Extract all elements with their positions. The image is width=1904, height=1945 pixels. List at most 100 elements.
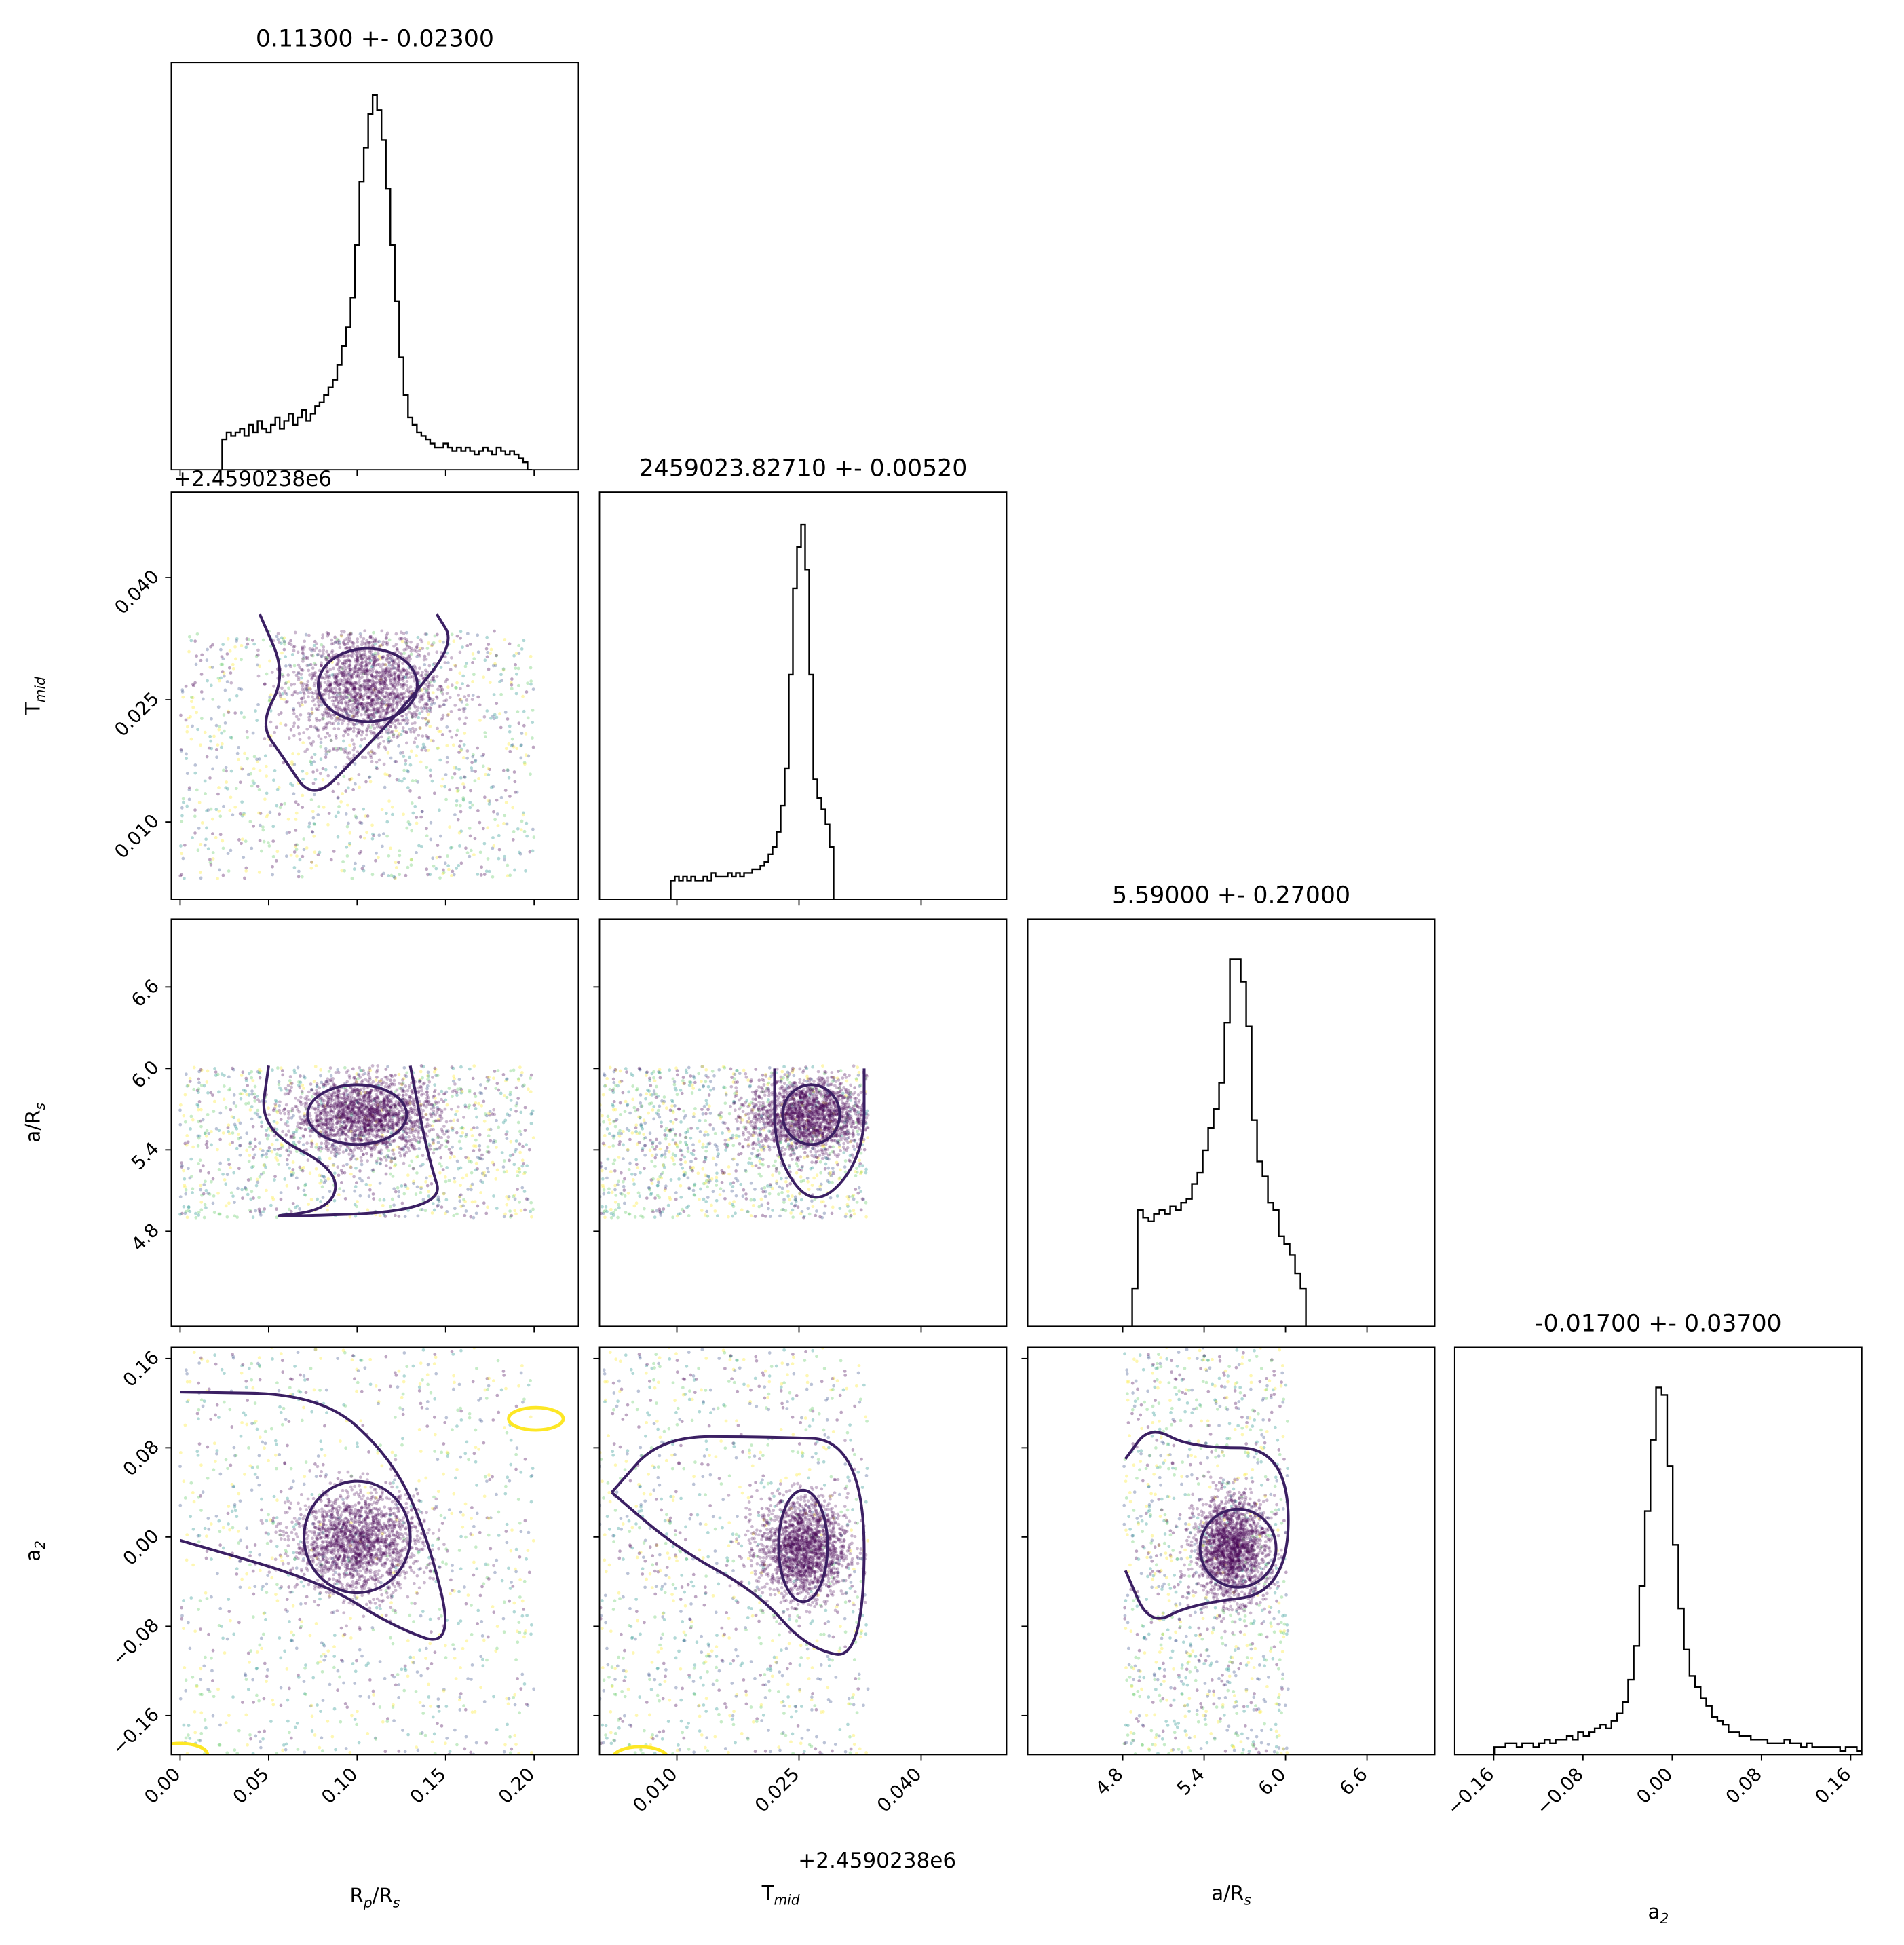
sample-point	[341, 1103, 344, 1107]
sample-point	[291, 752, 295, 755]
sample-point	[347, 1117, 350, 1120]
sample-point	[345, 1123, 349, 1127]
sample-point	[450, 683, 454, 687]
sample-point	[423, 687, 427, 690]
sample-point	[355, 698, 359, 702]
sample-point	[425, 723, 428, 727]
sample-point	[212, 1211, 216, 1214]
sample-point	[315, 646, 318, 650]
sample-point	[455, 1110, 459, 1113]
sample-point	[411, 713, 415, 716]
sample-point	[396, 700, 399, 704]
sample-point	[349, 683, 353, 687]
sample-point	[360, 656, 364, 660]
sample-point	[325, 669, 329, 673]
sample-point	[487, 869, 491, 873]
sample-point	[387, 1119, 392, 1123]
sample-point	[311, 816, 316, 820]
sample-point	[357, 1101, 360, 1106]
sample-point	[446, 864, 451, 868]
sample-point	[328, 1125, 332, 1129]
sample-point	[381, 1093, 385, 1096]
sample-point	[392, 658, 396, 662]
sample-point	[356, 1128, 360, 1132]
sample-point	[351, 715, 355, 719]
sample-point	[299, 713, 303, 717]
sample-point	[394, 701, 398, 704]
sample-point	[425, 1118, 429, 1121]
sample-point	[297, 725, 300, 729]
sample-point	[326, 652, 330, 656]
sample-point	[323, 1127, 327, 1131]
sample-point	[390, 703, 394, 707]
sample-point	[275, 1215, 279, 1220]
sample-point	[250, 638, 254, 642]
sample-point	[321, 693, 325, 696]
sample-point	[360, 1130, 364, 1134]
sample-point	[320, 1099, 324, 1103]
sample-point	[289, 1209, 293, 1213]
sample-point	[425, 709, 430, 713]
sample-point	[448, 729, 452, 733]
sample-point	[451, 1079, 455, 1083]
sample-point	[318, 1118, 321, 1121]
sample-point	[217, 1090, 221, 1094]
sample-point	[372, 834, 376, 837]
sample-point	[316, 1101, 320, 1104]
sample-point	[383, 676, 387, 680]
sample-point	[411, 675, 414, 679]
sample-point	[379, 702, 383, 706]
sample-point	[383, 679, 387, 683]
sample-point	[500, 1151, 504, 1154]
sample-point	[486, 1167, 489, 1170]
sample-point	[380, 1103, 384, 1108]
sample-point	[202, 1215, 206, 1220]
sample-point	[445, 677, 449, 681]
sample-point	[446, 713, 451, 717]
sample-point	[330, 1079, 335, 1083]
sample-point	[285, 1148, 288, 1152]
sample-point	[411, 726, 415, 730]
sample-point	[423, 654, 427, 658]
sample-point	[401, 696, 405, 700]
sample-point	[387, 664, 392, 667]
sample-point	[357, 732, 361, 735]
sample-point	[508, 1158, 511, 1163]
sample-point	[411, 1099, 415, 1103]
sample-point	[228, 1132, 231, 1136]
sample-point	[382, 709, 386, 712]
sample-point	[376, 697, 380, 701]
sample-point	[358, 728, 362, 732]
sample-point	[495, 702, 499, 705]
sample-point	[248, 1154, 252, 1157]
sample-point	[480, 1157, 484, 1161]
sample-point	[345, 1125, 348, 1128]
sample-point	[290, 1135, 293, 1138]
sample-point	[419, 1164, 423, 1168]
sample-point	[487, 773, 491, 777]
sample-point	[341, 792, 344, 795]
sample-point	[320, 664, 323, 668]
sample-point	[402, 1127, 406, 1131]
sample-point	[320, 661, 323, 665]
sample-point	[375, 1089, 379, 1093]
sample-point	[343, 751, 347, 755]
sample-point	[329, 858, 333, 862]
sample-point	[383, 672, 386, 676]
sample-point	[508, 1215, 512, 1219]
sample-point	[217, 679, 221, 683]
sample-point	[436, 844, 440, 847]
sample-point	[499, 795, 503, 799]
sample-point	[412, 1138, 416, 1142]
sample-point	[357, 1104, 361, 1108]
sample-point	[329, 1101, 333, 1105]
sample-point	[324, 1179, 328, 1183]
sample-point	[427, 1142, 431, 1146]
sample-point	[403, 637, 406, 641]
sample-point	[269, 720, 273, 724]
sample-point	[507, 776, 511, 780]
sample-point	[459, 1146, 463, 1150]
sample-point	[413, 721, 417, 725]
sample-point	[424, 673, 427, 677]
sample-point	[444, 698, 449, 702]
